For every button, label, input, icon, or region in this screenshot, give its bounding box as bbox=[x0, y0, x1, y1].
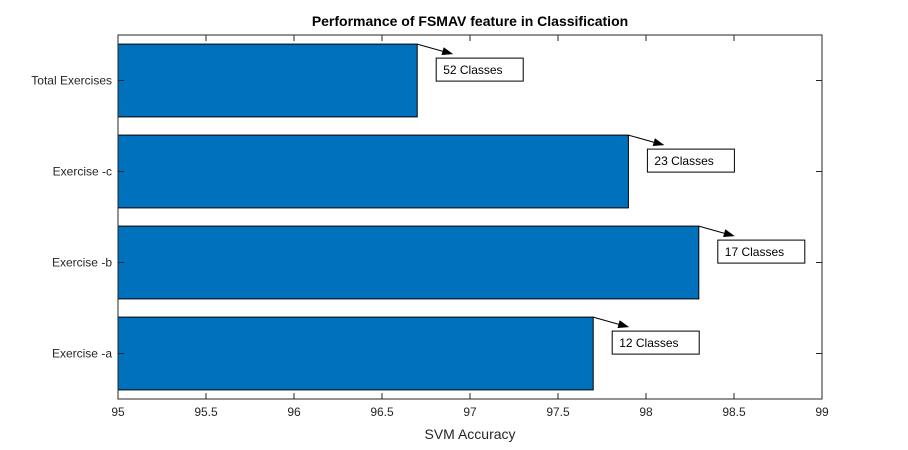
annotation-arrowhead bbox=[652, 138, 665, 146]
y-tick-label: Exercise -a bbox=[52, 347, 112, 361]
annotation-box bbox=[646, 148, 735, 173]
x-tick-label: 99 bbox=[815, 405, 829, 419]
annotation-label: 52 Classes bbox=[443, 63, 502, 77]
x-tick-label: 98 bbox=[639, 405, 653, 419]
y-tick-label: Exercise -b bbox=[52, 256, 112, 270]
bar bbox=[117, 225, 700, 300]
x-tick-label: 96 bbox=[287, 405, 301, 419]
y-axis-ticks: Exercise -a Exercise -b Exercise -c Total E… bbox=[31, 74, 822, 361]
x-tick-label: 97.5 bbox=[546, 405, 570, 419]
annotation-label: 17 Classes bbox=[725, 245, 784, 259]
annotation-box bbox=[611, 330, 700, 355]
x-tick-label: 97 bbox=[463, 405, 477, 419]
y-tick-label: Total Exercises bbox=[31, 74, 112, 88]
annotation-box bbox=[435, 57, 524, 82]
annotation-arrowhead bbox=[441, 47, 454, 55]
chart-title: Performance of FSMAV feature in Classifi… bbox=[312, 13, 628, 29]
x-tick-label: 98.5 bbox=[722, 405, 746, 419]
y-tick-label: Exercise -c bbox=[53, 165, 112, 179]
annotation-arrowhead bbox=[617, 320, 630, 328]
annotation-label: 23 Classes bbox=[654, 154, 713, 168]
bar bbox=[117, 43, 418, 118]
x-tick-label: 95.5 bbox=[194, 405, 218, 419]
bar bbox=[117, 316, 594, 391]
x-tick-label: 96.5 bbox=[370, 405, 394, 419]
annotation-box bbox=[717, 239, 806, 264]
annotation-label: 12 Classes bbox=[619, 336, 678, 350]
annotation-arrowhead bbox=[723, 229, 735, 237]
annotations-group: 12 Classes 17 Classes 23 Classes 52 Classes bbox=[417, 43, 806, 355]
x-tick-label: 95 bbox=[111, 405, 125, 419]
bar bbox=[117, 134, 629, 209]
x-axis-label: SVM Accuracy bbox=[424, 426, 515, 442]
x-axis-ticks: 95 95.5 96 96.5 97 97.5 98 98.5 99 bbox=[111, 35, 829, 419]
bars-group bbox=[117, 43, 700, 391]
